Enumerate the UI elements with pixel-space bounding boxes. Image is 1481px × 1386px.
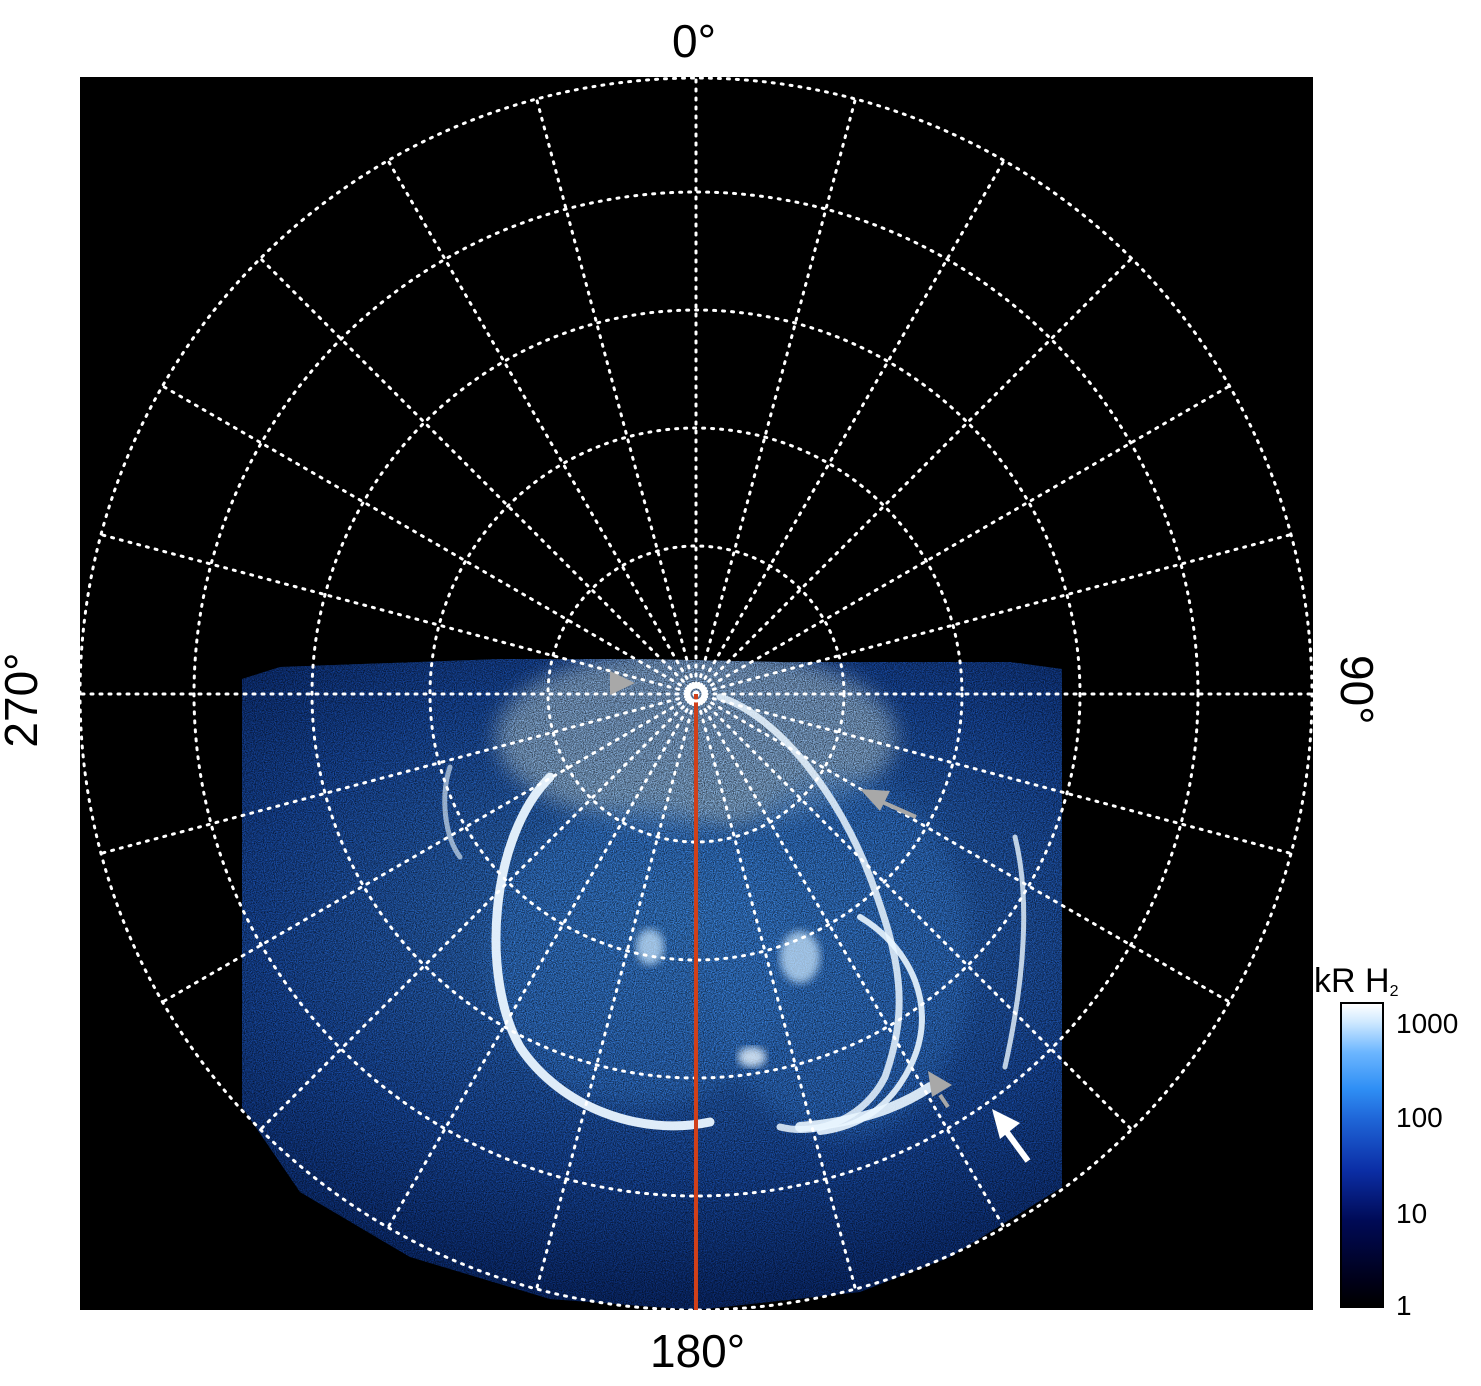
gray-arrow-3 <box>928 1071 952 1109</box>
grid-spoke-105 <box>694 692 1293 855</box>
polar-aurora-map <box>80 77 1313 1310</box>
pole-marker <box>687 685 705 703</box>
grid-spoke-315 <box>258 256 698 696</box>
colorbar-tick-1000: 1000 <box>1396 1008 1459 1039</box>
polar-grid <box>80 77 1313 1310</box>
grid-spoke-195 <box>535 692 698 1291</box>
grid-spoke-120 <box>694 692 1231 1004</box>
colorbar <box>1340 1002 1384 1308</box>
colorbar-tick-100: 100 <box>1396 1102 1443 1133</box>
grid-circle-4 <box>192 190 1200 1198</box>
grid-spoke-135 <box>694 692 1134 1132</box>
longitude-label-270: 270° <box>0 652 47 748</box>
colorbar-tick-10: 10 <box>1396 1198 1428 1229</box>
grid-spoke-300 <box>161 384 698 696</box>
grid-spoke-240 <box>161 692 698 1004</box>
gray-arrow-2 <box>860 789 917 819</box>
longitude-label-180: 180° <box>650 1325 746 1377</box>
longitude-label-90: 90° <box>1331 655 1383 725</box>
grid-circle-5 <box>80 77 1313 1310</box>
colorbar-title-subscript: 2 <box>1389 983 1399 1000</box>
colorbar-tick-1: 1 <box>1396 1290 1412 1321</box>
grid-spoke-75 <box>694 533 1293 696</box>
grid-circle-2 <box>428 426 964 962</box>
longitude-label-0: 0° <box>672 15 716 67</box>
white-arrow <box>992 1109 1031 1163</box>
colorbar-title-text: kR H <box>1314 962 1390 1000</box>
grid-spoke-165 <box>694 692 857 1291</box>
grid-spoke-150 <box>694 692 1006 1229</box>
grid-spoke-60 <box>694 384 1231 696</box>
emission-region <box>242 659 1062 1310</box>
grid-spoke-210 <box>386 692 698 1229</box>
grid-spoke-30 <box>694 159 1006 696</box>
grid-spoke-15 <box>694 97 857 696</box>
gray-arrow-1 <box>610 671 635 695</box>
grid-spoke-255 <box>99 692 698 855</box>
grid-spoke-345 <box>535 97 698 696</box>
grid-spoke-45 <box>694 256 1134 696</box>
colorbar-title: kR H2 <box>1314 962 1398 1001</box>
grid-spoke-285 <box>99 533 698 696</box>
grid-circle-1 <box>546 544 846 844</box>
grid-spoke-330 <box>386 159 698 696</box>
grid-spoke-225 <box>258 692 698 1132</box>
